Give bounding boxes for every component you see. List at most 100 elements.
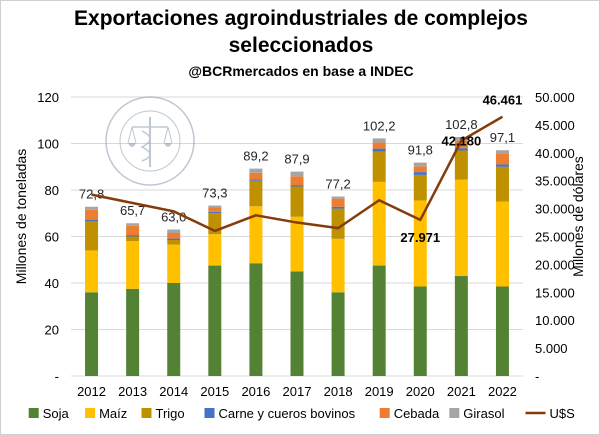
total-label-2021: 102,8: [445, 117, 478, 132]
bar-cebada-2012: [85, 209, 99, 220]
bar-ma-z-2020: [413, 200, 427, 287]
bar-trigo-2020: [413, 174, 427, 201]
x-tick-label: 2021: [447, 384, 476, 399]
total-label-2016: 89,2: [243, 149, 268, 164]
bar-cebada-2020: [413, 166, 427, 173]
bar-carne-y-cueros-bovinos-2017: [290, 185, 304, 187]
x-tick-label: 2017: [283, 384, 312, 399]
legend-label-soja: Soja: [43, 406, 70, 421]
x-tick-label: 2020: [406, 384, 435, 399]
total-label-2020: 91,8: [408, 143, 433, 158]
bar-ma-z-2022: [495, 201, 509, 287]
legend-label-ma-z: Maíz: [99, 406, 127, 421]
y-left-tick-label: 20: [45, 323, 59, 338]
legend-label-trigo: Trigo: [156, 406, 185, 421]
bar-carne-y-cueros-bovinos-2014: [167, 238, 181, 240]
legend: Soja Maíz Trigo Carne y cueros bovinos Cebad…: [28, 406, 576, 421]
y-right-tick-label: 5.000: [535, 341, 568, 356]
bar-girasol-2022: [495, 150, 509, 154]
bar-ma-z-2013: [126, 241, 140, 289]
bars-group: [85, 136, 509, 376]
bar-cebada-2017: [290, 176, 304, 186]
bar-girasol-2017: [290, 171, 304, 177]
bcr-logo: [105, 96, 195, 186]
bar-ma-z-2014: [167, 244, 181, 283]
legend-label-cebada: Cebada: [394, 406, 440, 421]
bar-soja-2022: [495, 286, 509, 376]
x-tick-label: 2022: [488, 384, 517, 399]
total-label-2022: 97,1: [490, 130, 515, 145]
bar-cebada-2015: [208, 207, 222, 212]
y-left-tick-label: 100: [37, 137, 59, 152]
bar-ma-z-2016: [249, 206, 263, 264]
bar-soja-2014: [167, 283, 181, 376]
legend-label-carne-y-cueros-bovinos: Carne y cueros bovinos: [219, 406, 356, 421]
total-label-2018: 77,2: [325, 177, 350, 192]
bar-trigo-2017: [290, 186, 304, 217]
y-left-tick-label: 120: [37, 90, 59, 105]
bar-ma-z-2019: [372, 181, 386, 266]
legend-swatch-soja: [28, 408, 39, 418]
bar-trigo-2022: [495, 166, 509, 202]
x-tick-label: 2019: [365, 384, 394, 399]
bar-carne-y-cueros-bovinos-2012: [85, 219, 99, 222]
y-right-tick-label: 45.000: [535, 118, 575, 133]
total-label-2015: 73,3: [202, 186, 227, 201]
y-left-axis-title: Millones de toneladas: [13, 149, 29, 284]
bar-soja-2019: [372, 265, 386, 376]
bar-girasol-2013: [126, 223, 140, 226]
bar-carne-y-cueros-bovinos-2016: [249, 179, 263, 181]
usd-value-label-2021: 42.180: [441, 134, 481, 149]
bar-soja-2016: [249, 263, 263, 376]
bar-ma-z-2012: [85, 250, 99, 293]
bar-cebada-2013: [126, 225, 140, 236]
bar-trigo-2016: [249, 180, 263, 207]
bar-trigo-2013: [126, 236, 140, 242]
total-label-2013: 65,7: [120, 203, 145, 218]
y-left-tick-label: 60: [45, 230, 59, 245]
x-tick-label: 2018: [324, 384, 353, 399]
legend-label-girasol: Girasol: [463, 406, 504, 421]
bar-carne-y-cueros-bovinos-2019: [372, 148, 386, 152]
y-right-tick-label: 35.000: [535, 174, 575, 189]
total-label-2019: 102,2: [363, 118, 396, 133]
legend-swatch-cebada: [379, 408, 390, 418]
y-right-axis-title: Millones de dólares: [570, 156, 586, 277]
bar-cebada-2021: [454, 140, 468, 149]
x-tick-label: 2012: [77, 384, 106, 399]
bar-cebada-2016: [249, 172, 263, 180]
legend-swatch-girasol: [449, 408, 460, 418]
bar-soja-2015: [208, 265, 222, 376]
bar-cebada-2022: [495, 153, 509, 165]
bar-carne-y-cueros-bovinos-2022: [495, 164, 509, 167]
x-tick-label: 2015: [200, 384, 229, 399]
bar-girasol-2019: [372, 138, 386, 143]
bar-carne-y-cueros-bovinos-2020: [413, 172, 427, 175]
bar-soja-2013: [126, 288, 140, 376]
bar-carne-y-cueros-bovinos-2013: [126, 235, 140, 237]
bar-carne-y-cueros-bovinos-2018: [331, 206, 345, 209]
legend-swatch-ma-z: [85, 408, 96, 418]
y-right-tick-label: 50.000: [535, 90, 575, 105]
bar-soja-2021: [454, 276, 468, 376]
total-label-2017: 87,9: [284, 152, 309, 167]
chart-title-line2: seleccionados: [228, 34, 374, 57]
bar-trigo-2021: [454, 150, 468, 180]
y-right-tick-label: 10.000: [535, 313, 575, 328]
y-right-tick-label: 15.000: [535, 285, 575, 300]
y-left-tick-label: 40: [45, 276, 59, 291]
bar-soja-2018: [331, 292, 345, 376]
x-tick-label: 2013: [118, 384, 147, 399]
legend-label-usd: U$S: [550, 406, 576, 421]
x-tick-label: 2016: [241, 384, 270, 399]
bar-soja-2017: [290, 271, 304, 376]
bar-soja-2020: [413, 286, 427, 376]
usd-value-label-2020: 27.971: [400, 230, 440, 245]
bar-carne-y-cueros-bovinos-2021: [454, 148, 468, 151]
usd-value-label-2022: 46.461: [483, 93, 523, 108]
y-right-tick-label: -: [535, 369, 539, 384]
y-right-tick-label: 30.000: [535, 202, 575, 217]
y-right-tick-label: 25.000: [535, 230, 575, 245]
bar-trigo-2014: [167, 239, 181, 245]
